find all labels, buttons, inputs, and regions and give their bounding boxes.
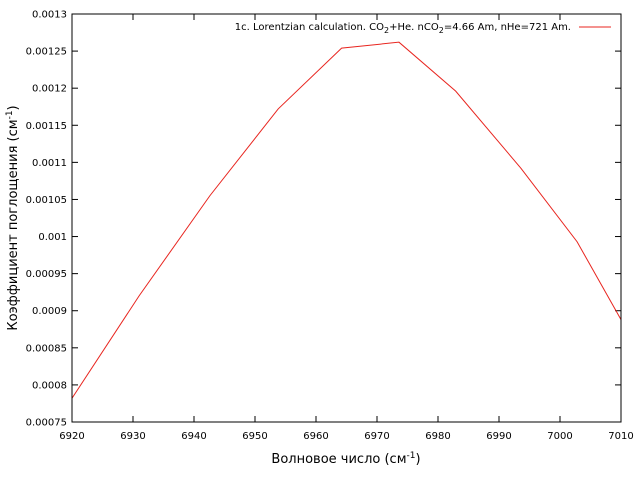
x-tick-label: 6940 — [181, 431, 206, 442]
y-tick-label: 0.00075 — [26, 418, 67, 429]
x-axis-title: Волновое число (см-1) — [271, 451, 420, 467]
y-tick-label: 0.0009 — [32, 306, 67, 317]
x-tick-label: 7000 — [547, 431, 572, 442]
series-line — [71, 41, 622, 399]
y-tick-label: 0.00105 — [26, 195, 67, 206]
y-tick-label: 0.00095 — [26, 269, 67, 280]
x-tick-label: 6990 — [486, 431, 511, 442]
series-layer — [71, 41, 622, 399]
x-tick-label: 7010 — [608, 431, 633, 442]
x-tick-label: 6920 — [59, 431, 84, 442]
y-axis-title: Коэффициент поглощения (см-1) — [5, 105, 21, 330]
x-tick-label: 6930 — [120, 431, 145, 442]
x-tick-label: 6950 — [242, 431, 267, 442]
legend-label: 1c. Lorentzian calculation. CO2+He. nCO2… — [235, 22, 571, 35]
plot-frame — [71, 13, 622, 423]
x-tick-label: 6980 — [425, 431, 450, 442]
y-tick-label: 0.0013 — [32, 10, 67, 21]
y-tick-label: 0.0008 — [32, 380, 67, 391]
y-tick-label: 0.00125 — [26, 47, 67, 58]
y-tick-label: 0.00085 — [26, 343, 67, 354]
y-tick-label: 0.00115 — [26, 121, 67, 132]
x-tick-label: 6970 — [364, 431, 389, 442]
y-tick-label: 0.0012 — [32, 84, 67, 95]
legend: 1c. Lorentzian calculation. CO2+He. nCO2… — [235, 22, 611, 35]
y-tick-label: 0.0011 — [32, 158, 67, 169]
x-tick-label: 6960 — [303, 431, 328, 442]
tick-layer: 6920 6930 6940 6950 6960 6970 6980 6990 7000 7010… — [26, 10, 634, 443]
y-tick-label: 0.001 — [38, 232, 67, 243]
